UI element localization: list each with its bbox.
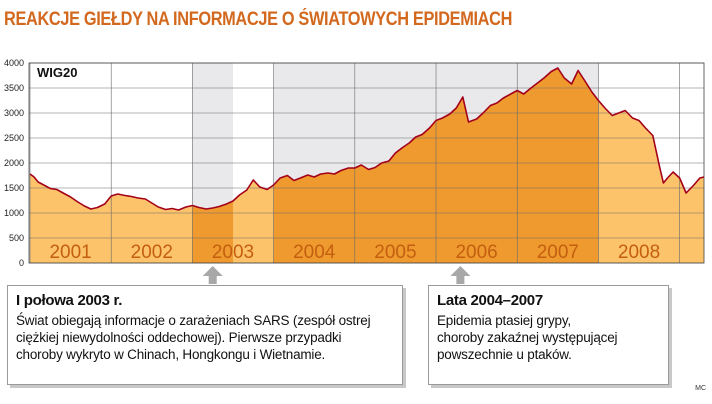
period-arrow-icon <box>450 266 471 284</box>
annotation-bird-flu: Lata 2004–2007 Epidemia ptasiej grypy, c… <box>428 285 669 385</box>
year-label: 2005 <box>374 242 416 263</box>
line-layer <box>29 67 705 211</box>
grid-lines <box>28 62 705 264</box>
y-tick-label: 1500 <box>4 183 24 193</box>
annotation-bird-flu-line: powszechnie u ptaków. <box>437 347 572 362</box>
y-tick-label: 3500 <box>4 83 24 93</box>
year-label: 2007 <box>537 242 579 263</box>
annotation-sars-line: Świat obiegają informacje o zarażeniach … <box>16 313 371 328</box>
wig20-line <box>29 67 705 211</box>
year-label: 2004 <box>293 242 336 263</box>
year-label: 2002 <box>131 242 173 263</box>
year-label: 2001 <box>49 242 91 263</box>
y-tick-label: 4000 <box>4 58 24 68</box>
y-tick-label: 2500 <box>4 133 24 143</box>
annotation-sars-heading: I połowa 2003 r. <box>16 292 123 309</box>
y-axis-labels: 0 500 1000 1500 2000 2500 3000 3500 4000 <box>4 58 24 268</box>
period-arrow-icon <box>202 266 223 284</box>
credit: MC <box>695 385 706 392</box>
annotation-sars-line: choroby wykryto w Chinach, Hongkongu i W… <box>16 347 326 362</box>
y-tick-label: 1000 <box>4 208 24 218</box>
year-label: 2003 <box>212 242 254 263</box>
y-tick-label: 2000 <box>4 158 24 168</box>
y-tick-label: 0 <box>19 258 24 268</box>
y-tick-label: 3000 <box>4 108 24 118</box>
annotation-bird-flu-line: Epidemia ptasiej grypy, <box>437 313 571 328</box>
annotation-sars-line: ciężkiej niewydolności oddechowej). Pier… <box>16 330 342 345</box>
annotation-sars: I połowa 2003 r. Świat obiegają informac… <box>7 285 403 385</box>
y-tick-label: 500 <box>9 233 24 243</box>
annotation-bird-flu-line: choroby zakaźnej występującej <box>437 330 618 345</box>
period-arrows <box>202 266 471 284</box>
year-labels: 2001 2002 2003 2004 2005 2006 2007 2008 <box>49 242 660 263</box>
year-label: 2008 <box>618 242 660 263</box>
annotation-bird-flu-heading: Lata 2004–2007 <box>437 292 543 309</box>
year-label: 2006 <box>455 242 497 263</box>
plot-frame <box>28 62 705 264</box>
series-label: WIG20 <box>37 65 77 80</box>
chart-title: REAKCJE GIEŁDY NA INFORMACJE O ŚWIATOWYC… <box>4 9 513 30</box>
